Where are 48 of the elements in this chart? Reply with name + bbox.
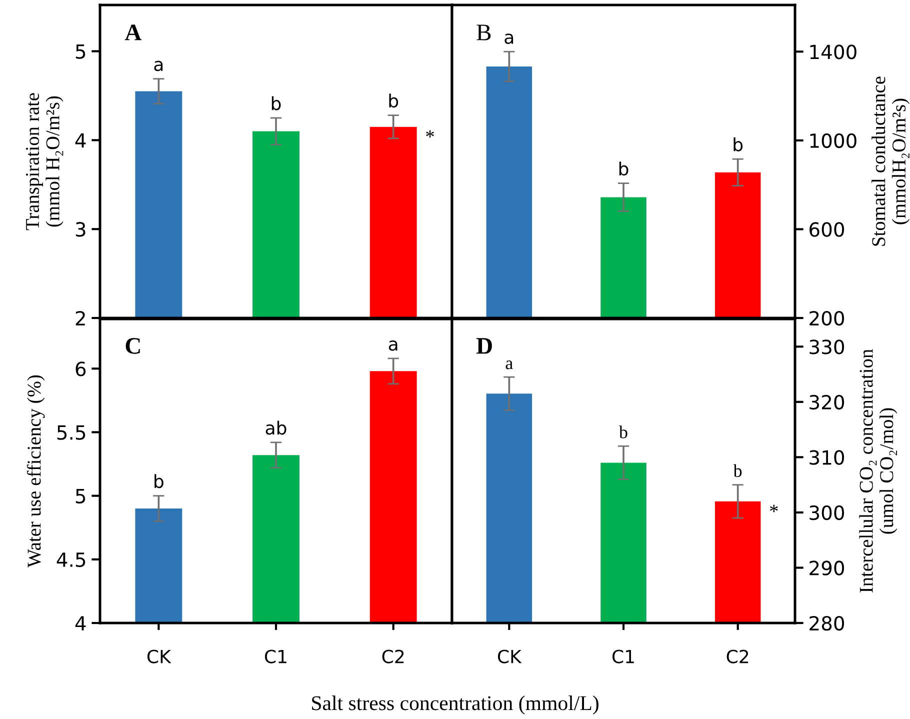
y-tick-label: 1000	[810, 133, 856, 148]
y-tick-label: 4	[75, 616, 86, 630]
x-tick-label: C2	[726, 650, 748, 664]
x-tick-label: C1	[264, 650, 286, 664]
x-axis-title: Salt stress concentration (mmol/L)	[312, 696, 598, 714]
data-label: b	[272, 96, 281, 110]
annotation: *	[770, 504, 778, 512]
data-label: a	[154, 60, 163, 72]
y-tick-label: 320	[810, 394, 844, 410]
y-tick-label: 200	[810, 310, 844, 326]
data-label: a	[506, 360, 513, 370]
y-tick-label: 310	[810, 450, 844, 465]
data-label: b	[154, 474, 164, 488]
y-tick-label: 3	[76, 222, 86, 237]
y-tick-label: 330	[810, 340, 844, 354]
text: A	[124, 24, 142, 40]
y-tick-label: 4.5	[56, 552, 86, 568]
y-axis-title: Transpiration rate (mmol H₂O/m²s)	[26, 93, 64, 230]
data-label: a	[388, 340, 398, 351]
y-tick-label: 5.5	[57, 425, 86, 440]
data-label: b	[733, 464, 742, 477]
y-tick-label: 6	[76, 362, 86, 376]
y-tick-label: 280	[810, 616, 844, 631]
text: D	[476, 338, 492, 354]
text: C	[126, 338, 140, 354]
x-tick-label: C2	[382, 650, 404, 664]
x-tick-label: C1	[612, 650, 634, 664]
y-tick-label: 600	[810, 222, 844, 237]
y-tick-label: 4	[75, 133, 86, 148]
y-tick-label: 1400	[810, 44, 856, 60]
y-tick-label: 5	[76, 489, 86, 504]
x-tick-label: CK	[147, 650, 172, 664]
y-axis-title: Stomatal conductance (mmolH₂O/m²s)	[872, 76, 910, 246]
data-label: ab	[266, 420, 286, 435]
y-tick-label: 300	[810, 505, 844, 520]
y-axis-title: Intercellular CO₂ concentration (umol CO₂/mol)	[859, 349, 898, 592]
data-label: b	[618, 426, 628, 438]
y-tick-label: 290	[810, 560, 844, 576]
data-label: b	[734, 137, 743, 152]
data-label: a	[504, 34, 514, 44]
y-tick-label: 5	[76, 44, 86, 59]
x-tick-label: CK	[498, 650, 522, 664]
annotation: *	[426, 130, 434, 138]
data-label: b	[619, 162, 628, 176]
text: B	[476, 24, 491, 40]
y-tick-label: 2	[76, 310, 85, 326]
data-label: b	[389, 94, 398, 108]
y-axis-title: Water use efficiency (%)	[26, 375, 45, 568]
